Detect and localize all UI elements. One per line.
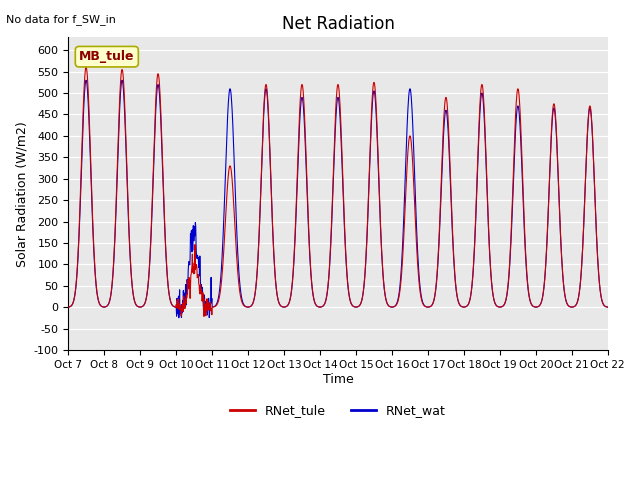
Title: Net Radiation: Net Radiation — [282, 15, 394, 33]
Legend: RNet_tule, RNet_wat: RNet_tule, RNet_wat — [225, 399, 451, 422]
Y-axis label: Solar Radiation (W/m2): Solar Radiation (W/m2) — [15, 121, 28, 266]
X-axis label: Time: Time — [323, 372, 353, 385]
Text: MB_tule: MB_tule — [79, 50, 134, 63]
Text: No data for f_SW_in: No data for f_SW_in — [6, 14, 116, 25]
